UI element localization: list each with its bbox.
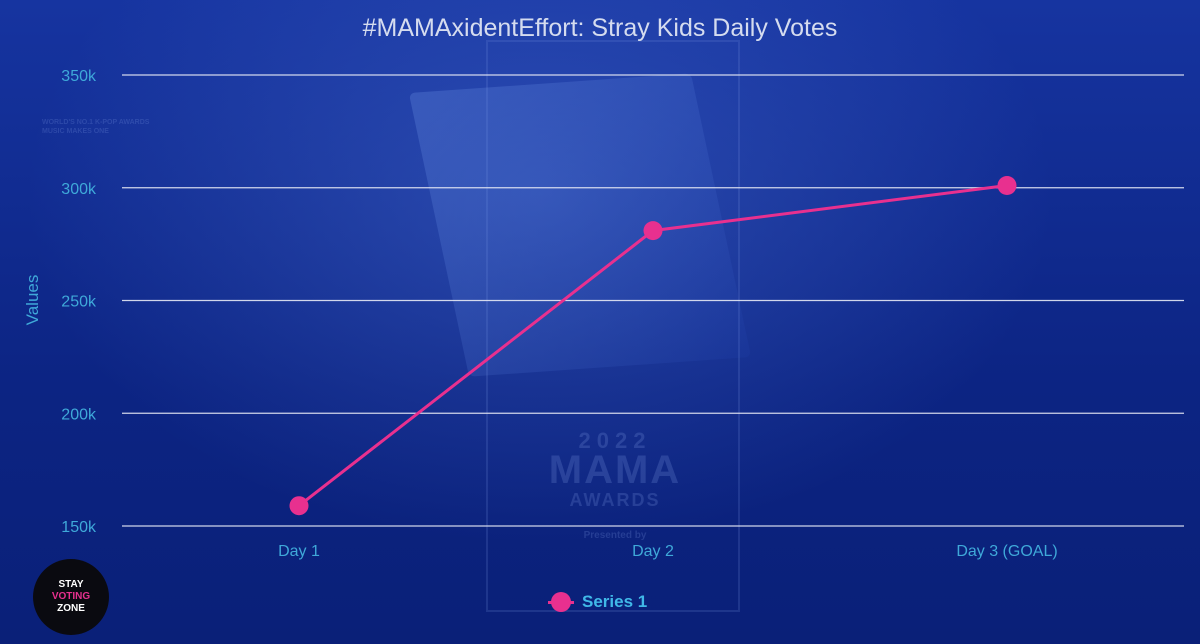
watermark-awards: AWARDS	[569, 490, 661, 510]
x-tick-label: Day 3 (GOAL)	[956, 543, 1057, 560]
watermark-tagline-2: MUSIC MAKES ONE	[42, 128, 109, 135]
y-tick-label: 350k	[61, 68, 97, 85]
watermark-tagline-1: WORLD'S NO.1 K-POP AWARDS	[42, 119, 150, 126]
y-tick-label: 250k	[61, 294, 97, 311]
watermark-presented: Presented by	[583, 530, 647, 541]
data-point	[289, 496, 309, 516]
legend-label: Series 1	[582, 592, 648, 611]
background-frame	[486, 40, 740, 612]
y-axis-label: Values	[23, 275, 42, 326]
chart-title: #MAMAxidentEffort: Stray Kids Daily Vote…	[362, 14, 838, 42]
stay-voting-zone-logo: STAY VOTING ZONE	[33, 559, 109, 635]
y-tick-label: 150k	[61, 519, 97, 536]
watermark-brand: MAMA	[548, 448, 682, 492]
x-tick-label: Day 2	[632, 543, 674, 560]
data-point	[997, 175, 1017, 195]
legend-marker-icon	[548, 590, 574, 614]
watermark-tagline: WORLD'S NO.1 K-POP AWARDS MUSIC MAKES ON…	[42, 118, 149, 136]
y-tick-label: 200k	[61, 406, 97, 423]
legend[interactable]: Series 1	[548, 590, 647, 614]
x-tick-label: Day 1	[278, 543, 320, 560]
y-tick-label: 300k	[61, 181, 97, 198]
data-point	[643, 221, 663, 241]
watermark-year: 2022	[578, 428, 652, 453]
